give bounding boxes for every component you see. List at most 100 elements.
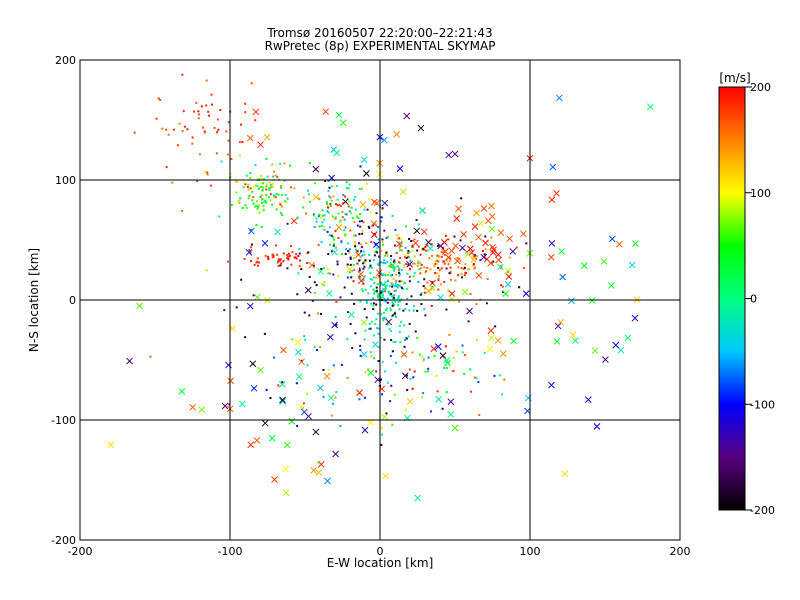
data-point xyxy=(344,212,347,215)
data-point xyxy=(379,220,382,223)
data-point xyxy=(220,160,223,163)
data-point xyxy=(350,276,353,279)
data-point-cross xyxy=(448,290,456,298)
data-point xyxy=(423,278,426,281)
data-point xyxy=(455,350,458,353)
data-point xyxy=(394,300,397,303)
data-point xyxy=(484,235,487,238)
data-point-cross xyxy=(522,290,530,297)
data-point xyxy=(267,257,270,260)
data-point xyxy=(278,259,281,262)
data-point xyxy=(470,241,473,244)
data-point xyxy=(329,196,332,199)
data-point xyxy=(256,184,259,187)
data-point xyxy=(261,198,264,201)
data-point xyxy=(381,238,384,241)
data-point xyxy=(381,296,384,299)
data-point-cross xyxy=(342,198,349,206)
data-point xyxy=(404,246,407,249)
data-point-cross xyxy=(489,243,496,251)
data-point xyxy=(381,243,384,246)
data-point xyxy=(363,308,366,311)
data-point xyxy=(483,351,486,354)
data-point-cross xyxy=(298,358,305,366)
data-point xyxy=(370,355,373,358)
data-point-cross xyxy=(466,245,474,253)
data-point xyxy=(369,278,372,281)
data-point xyxy=(394,315,397,318)
data-point xyxy=(404,253,407,256)
data-point xyxy=(393,259,396,262)
data-point xyxy=(431,254,434,257)
data-point xyxy=(320,312,323,315)
data-point xyxy=(359,213,362,216)
data-point-cross xyxy=(459,244,466,252)
data-point xyxy=(326,230,329,233)
data-point xyxy=(252,196,255,199)
data-point xyxy=(349,263,352,266)
data-point xyxy=(203,131,206,134)
data-point xyxy=(272,194,275,197)
data-point xyxy=(313,225,316,228)
data-point xyxy=(317,461,320,464)
data-point xyxy=(408,280,411,283)
data-point xyxy=(181,130,184,133)
data-point xyxy=(484,248,487,251)
data-point xyxy=(377,238,380,241)
data-point xyxy=(269,193,272,196)
data-point xyxy=(393,296,396,299)
data-point-cross xyxy=(455,205,462,213)
data-point xyxy=(390,315,393,318)
data-point xyxy=(438,269,441,272)
data-point xyxy=(442,251,445,254)
data-point xyxy=(259,185,262,188)
data-point xyxy=(405,409,408,412)
data-point xyxy=(254,205,257,208)
data-point xyxy=(244,111,247,114)
data-point xyxy=(424,314,427,317)
data-point xyxy=(133,131,136,134)
data-point-cross xyxy=(290,217,298,225)
data-point xyxy=(459,259,462,262)
data-point xyxy=(341,202,344,205)
data-point xyxy=(443,280,446,283)
data-point xyxy=(356,215,359,218)
data-point-cross xyxy=(308,261,316,269)
data-point xyxy=(460,267,463,270)
data-point xyxy=(274,195,277,198)
data-point xyxy=(414,330,417,333)
data-point xyxy=(354,332,357,335)
data-point-cross xyxy=(317,268,324,275)
data-point xyxy=(336,185,339,188)
data-point xyxy=(371,224,374,227)
data-point xyxy=(389,293,392,296)
data-point-cross xyxy=(499,350,507,358)
data-point xyxy=(381,241,384,244)
data-point xyxy=(262,209,265,212)
data-point-cross xyxy=(593,423,601,430)
data-point xyxy=(399,341,402,344)
data-point-cross xyxy=(331,248,339,256)
data-point xyxy=(276,261,279,264)
x-tick-label: 0 xyxy=(377,545,384,558)
data-point xyxy=(391,304,394,307)
data-point-cross xyxy=(310,467,317,474)
data-point xyxy=(360,250,363,253)
data-point xyxy=(334,216,337,219)
data-point xyxy=(286,197,289,200)
data-point-cross xyxy=(385,318,393,326)
data-point xyxy=(384,287,387,290)
data-point xyxy=(376,294,379,297)
data-point-cross xyxy=(506,235,513,243)
data-point xyxy=(381,207,384,210)
data-point xyxy=(345,213,348,216)
data-point xyxy=(378,327,381,330)
data-point xyxy=(356,250,359,253)
data-point xyxy=(368,327,371,330)
data-point xyxy=(341,210,344,213)
data-point xyxy=(373,290,376,293)
data-point-cross xyxy=(370,220,378,227)
data-point-cross xyxy=(555,94,563,102)
data-point xyxy=(422,285,425,288)
